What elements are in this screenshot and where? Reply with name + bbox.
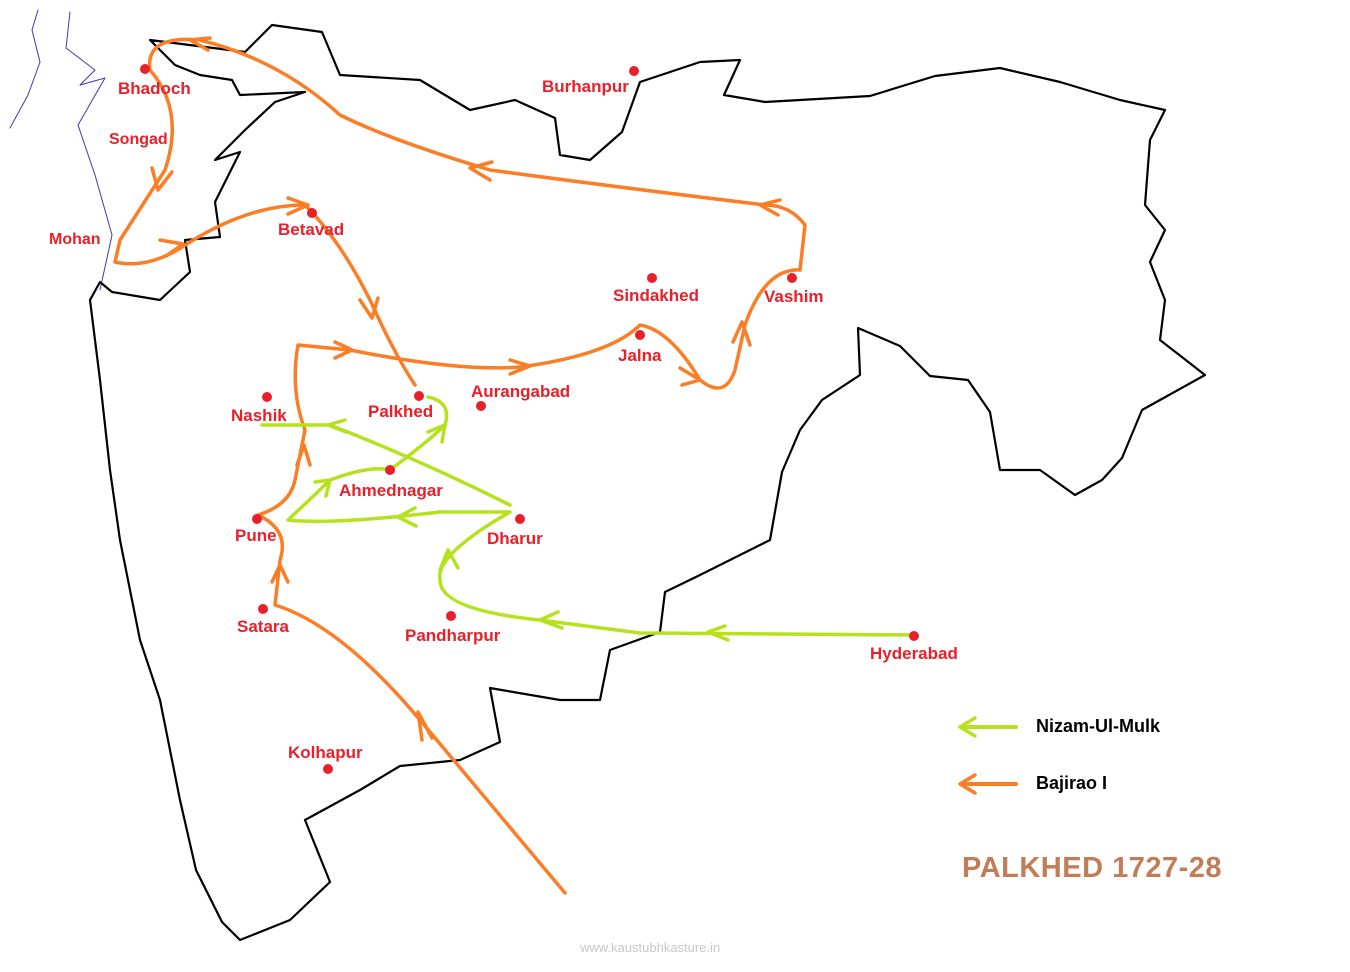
- bajirao-route: [113, 37, 807, 895]
- city-label: Mohan: [49, 231, 101, 248]
- city-label: Vashim: [764, 287, 824, 306]
- city-label: Pandharpur: [405, 626, 501, 645]
- coastline: [9, 9, 113, 291]
- city-label: Hyderabad: [870, 644, 958, 663]
- legend-bajirao-label: Bajirao I: [1036, 773, 1108, 793]
- city-label: Aurangabad: [471, 382, 571, 401]
- city-label: Ahmednagar: [339, 481, 443, 500]
- city-label: Sindakhed: [613, 286, 699, 305]
- city-label: Betavad: [278, 220, 345, 239]
- nizam-route: [260, 395, 917, 637]
- map-title: PALKHED 1727-28: [962, 852, 1223, 884]
- state-border: [88, 23, 1207, 942]
- city-label: Burhanpur: [542, 77, 629, 96]
- legend-nizam-label: Nizam-Ul-Mulk: [1036, 716, 1161, 736]
- city-label: Jalna: [618, 346, 662, 365]
- city-label: Nashik: [231, 406, 287, 425]
- city-label: Songad: [109, 131, 168, 148]
- city-label: Palkhed: [368, 402, 434, 421]
- city-label: Dharur: [487, 529, 543, 548]
- credit-watermark: www.kaustubhkasture.in: [580, 940, 721, 955]
- city-label: Pune: [235, 526, 277, 545]
- city-label: Bhadoch: [118, 79, 191, 98]
- city-label: Satara: [237, 617, 289, 636]
- city-label: Kolhapur: [288, 743, 363, 762]
- city-dots: [140, 64, 919, 774]
